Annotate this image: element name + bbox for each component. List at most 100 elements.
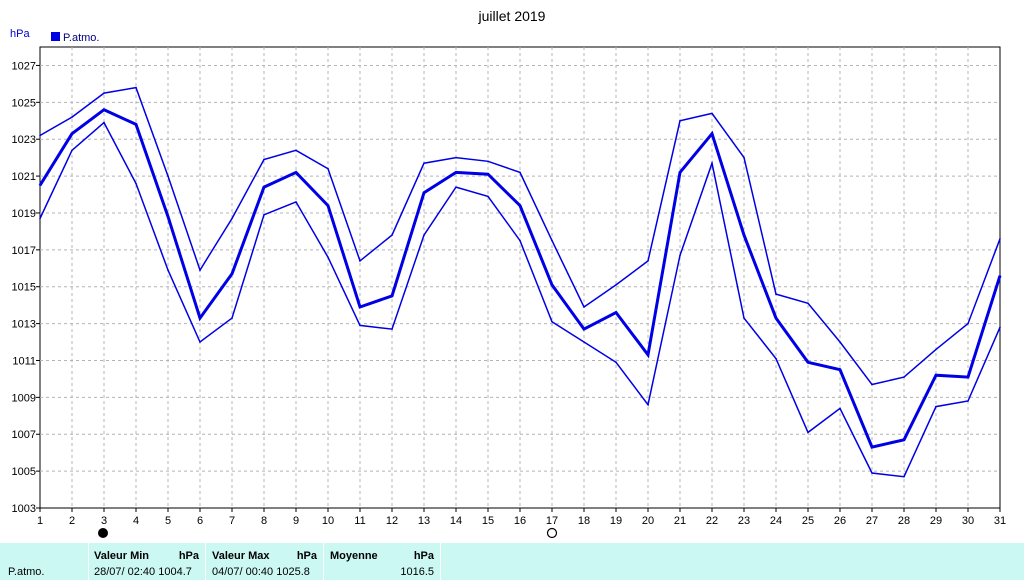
data-point-max	[519, 171, 521, 174]
data-point-min	[871, 472, 873, 474]
y-tick-label: 1017	[12, 245, 36, 257]
x-tick-label: 23	[738, 515, 750, 527]
data-point-mean	[487, 173, 489, 176]
data-point-max	[455, 156, 457, 159]
x-tick-label: 13	[418, 515, 430, 527]
y-tick-label: 1013	[12, 319, 36, 331]
data-point-mean	[231, 273, 233, 275]
x-tick-label: 27	[866, 515, 878, 527]
data-point-mean	[199, 317, 201, 319]
data-point-max	[999, 237, 1001, 240]
x-tick-label: 3	[101, 515, 107, 527]
data-point-min	[935, 405, 937, 408]
x-tick-label: 4	[133, 515, 139, 527]
y-tick-label: 1027	[12, 60, 36, 72]
data-point-mean	[295, 171, 297, 174]
data-point-max	[199, 269, 201, 271]
x-tick-label: 1	[37, 515, 43, 527]
data-point-mean	[455, 171, 457, 174]
stats-mean-cell: Moyenne hPa 1016.5	[324, 543, 440, 580]
data-point-mean	[967, 376, 969, 378]
x-tick-label: 30	[962, 515, 974, 527]
data-point-max	[103, 92, 105, 94]
y-tick-label: 1023	[12, 134, 36, 146]
data-point-max	[711, 112, 713, 115]
stats-row-label: P.atmo.	[8, 566, 45, 578]
y-tick-label: 1009	[12, 392, 36, 404]
y-tick-label: 1025	[12, 97, 36, 109]
x-tick-label: 7	[229, 515, 235, 527]
data-point-max	[839, 341, 841, 343]
x-tick-label: 25	[802, 515, 814, 527]
y-tick-label: 1021	[12, 171, 36, 183]
data-point-min	[455, 186, 457, 188]
data-point-mean	[583, 328, 585, 330]
max-unit: hPa	[296, 550, 317, 562]
data-point-min	[647, 403, 649, 406]
data-point-mean	[167, 215, 169, 218]
data-point-max	[167, 175, 169, 177]
x-tick-label: 15	[482, 515, 494, 527]
data-point-mean	[999, 274, 1001, 277]
data-point-mean	[519, 204, 521, 207]
data-point-mean	[775, 317, 777, 319]
x-tick-label: 14	[450, 515, 462, 527]
y-tick-label: 1011	[12, 355, 36, 367]
data-point-min	[327, 256, 329, 259]
data-point-min	[807, 431, 809, 434]
data-point-max	[935, 348, 937, 351]
data-point-min	[839, 407, 841, 410]
data-point-mean	[743, 234, 745, 236]
y-tick-label: 1007	[12, 429, 36, 441]
x-tick-label: 16	[514, 515, 526, 527]
data-point-max	[487, 160, 489, 163]
min-header: Valeur Min	[94, 550, 150, 562]
data-point-mean	[103, 108, 105, 111]
chart-title: juillet 2019	[478, 8, 546, 24]
data-point-min	[679, 254, 681, 257]
data-point-min	[743, 317, 745, 319]
data-point-min	[391, 328, 393, 330]
data-point-max	[39, 134, 41, 137]
data-point-mean	[71, 132, 73, 135]
data-point-max	[807, 302, 809, 305]
mean-header: Moyenne	[330, 550, 378, 562]
x-tick-label: 28	[898, 515, 910, 527]
x-tick-label: 21	[674, 515, 686, 527]
data-point-min	[615, 361, 617, 364]
data-point-mean	[551, 284, 553, 286]
data-point-max	[583, 306, 585, 308]
data-point-min	[519, 239, 521, 242]
x-tick-label: 22	[706, 515, 718, 527]
y-tick-label: 1003	[12, 503, 36, 515]
data-point-min	[967, 400, 969, 402]
data-point-max	[71, 116, 73, 118]
y-axis-unit: hPa	[10, 28, 30, 40]
data-point-max	[359, 260, 361, 262]
x-tick-label: 5	[165, 515, 171, 527]
data-point-max	[391, 234, 393, 236]
data-point-min	[295, 201, 297, 203]
data-point-min	[71, 149, 73, 152]
data-point-max	[423, 162, 425, 164]
plot-area: 1003100510071009101110131015101710191021…	[12, 46, 1006, 539]
legend-swatch	[51, 32, 60, 41]
data-point-min	[999, 326, 1001, 329]
max-value: 04/07/ 00:40 1025.8	[212, 566, 310, 578]
x-tick-label: 12	[386, 515, 398, 527]
data-point-max	[551, 239, 553, 242]
min-value: 28/07/ 02:40 1004.7	[94, 566, 192, 578]
data-point-max	[295, 149, 297, 152]
data-point-mean	[423, 191, 425, 194]
data-point-min	[487, 195, 489, 198]
x-tick-label: 26	[834, 515, 846, 527]
data-point-mean	[391, 295, 393, 297]
stats-bar: P.atmo. Valeur Min hPa 28/07/ 02:40 1004…	[0, 543, 1024, 580]
data-point-mean	[359, 306, 361, 308]
x-tick-label: 17	[546, 515, 558, 527]
data-point-min	[583, 341, 585, 343]
data-point-mean	[39, 184, 41, 187]
data-point-mean	[711, 132, 713, 135]
stats-row-label-cell: P.atmo.	[0, 543, 88, 580]
y-tick-label: 1019	[12, 208, 36, 220]
